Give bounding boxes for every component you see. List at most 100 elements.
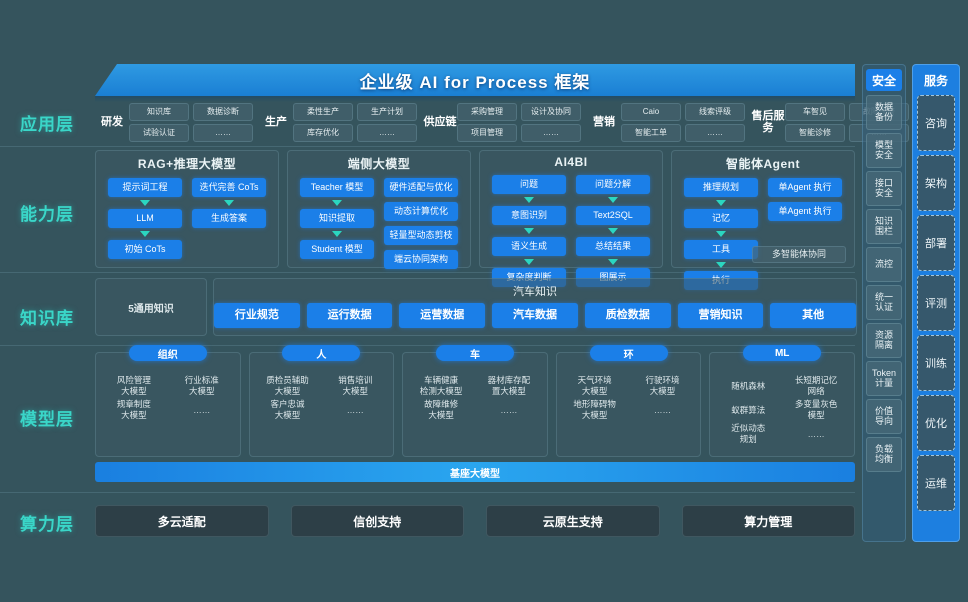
model-item[interactable]: 客户忠诚 大模型	[270, 399, 305, 420]
application-cell[interactable]: ……	[521, 123, 581, 142]
model-item[interactable]: 长短期记忆 网络	[794, 375, 838, 396]
application-cell[interactable]: Caio	[621, 102, 681, 121]
model-item[interactable]: 随机森林	[731, 380, 766, 391]
model-card-pill[interactable]: 组织	[128, 345, 207, 361]
capability-node[interactable]: Teacher 模型	[300, 178, 374, 197]
security-item[interactable]: 知识 围栏	[866, 209, 902, 244]
model-card-pill[interactable]: 人	[282, 345, 361, 361]
model-item[interactable]: ……	[653, 404, 671, 415]
application-cell[interactable]: ……	[357, 123, 417, 142]
application-cell[interactable]: 知识库	[129, 102, 189, 121]
application-cell[interactable]: ……	[193, 123, 253, 142]
service-item[interactable]: 运维	[917, 455, 955, 511]
capability-node[interactable]: 轻量型动态剪枝	[384, 226, 458, 245]
model-item[interactable]: 地形障碍物 大模型	[573, 399, 616, 420]
compute-item[interactable]: 信创支持	[290, 505, 464, 537]
security-item[interactable]: 负载 均衡	[866, 437, 902, 472]
model-item[interactable]: 规章制度 大模型	[116, 399, 151, 420]
capability-node[interactable]: 问题分解	[576, 175, 650, 194]
capability-node[interactable]: 动态计算优化	[384, 202, 458, 221]
service-item[interactable]: 评测	[917, 275, 955, 331]
application-cell[interactable]: 车智见	[785, 102, 845, 121]
capability-node[interactable]: 推理规划	[684, 178, 758, 197]
model-item[interactable]: 车辆健康 检测大模型	[419, 375, 463, 396]
application-cell[interactable]: 智能工单	[621, 123, 681, 142]
security-item[interactable]: 流控	[866, 247, 902, 282]
capability-node[interactable]: 语义生成	[492, 237, 566, 256]
application-cell[interactable]: ……	[685, 123, 745, 142]
application-cell[interactable]: 试验认证	[129, 123, 189, 142]
service-item[interactable]: 咨询	[917, 95, 955, 151]
compute-item[interactable]: 多云适配	[95, 505, 269, 537]
base-model-bar[interactable]: 基座大模型	[95, 462, 855, 482]
capability-node[interactable]: 生成答案	[192, 209, 266, 228]
application-cell[interactable]: 智能诊修	[785, 123, 845, 142]
application-cell[interactable]: 数据诊断	[193, 102, 253, 121]
compute-item[interactable]: 云原生支持	[486, 505, 660, 537]
model-card: 环天气环境 大模型 行驶环境 大模型地形障碍物 大模型 ……	[555, 345, 702, 457]
model-item[interactable]: 行业标准 大模型	[184, 375, 219, 396]
service-item[interactable]: 优化	[917, 395, 955, 451]
model-card-pill[interactable]: ML	[743, 345, 822, 361]
model-item[interactable]: ……	[346, 404, 364, 415]
compute-item[interactable]: 算力管理	[681, 505, 855, 537]
model-item[interactable]: ……	[500, 404, 518, 415]
service-item[interactable]: 架构	[917, 155, 955, 211]
application-cell[interactable]: 线索评级	[685, 102, 745, 121]
service-item[interactable]: 训练	[917, 335, 955, 391]
knowledge-chip[interactable]: 营销知识	[677, 303, 764, 328]
service-item[interactable]: 部署	[917, 215, 955, 271]
security-item[interactable]: 接口 安全	[866, 171, 902, 206]
capability-node[interactable]: 单Agent 执行	[768, 178, 842, 197]
model-card-pill[interactable]: 环	[589, 345, 668, 361]
model-item[interactable]: 器材库存配 置大模型	[487, 375, 531, 396]
capability-node[interactable]: Student 模型	[300, 240, 374, 259]
security-item[interactable]: 价值 导向	[866, 399, 902, 434]
model-item[interactable]: ……	[193, 404, 211, 415]
capability-node[interactable]: 意图识别	[492, 206, 566, 225]
model-item[interactable]: 风险管理 大模型	[116, 375, 151, 396]
knowledge-chip[interactable]: 质检数据	[584, 303, 671, 328]
capability-node[interactable]: 记忆	[684, 209, 758, 228]
service-rail-title: 服务	[923, 73, 948, 88]
knowledge-chip[interactable]: 其他	[770, 303, 857, 328]
capability-node[interactable]: 初始 CoTs	[108, 240, 182, 259]
application-cell[interactable]: 柔性生产	[293, 102, 353, 121]
knowledge-chip[interactable]: 汽车数据	[492, 303, 578, 328]
knowledge-chip[interactable]: 运营数据	[399, 303, 486, 328]
application-cell[interactable]: 采购管理	[457, 102, 517, 121]
model-item[interactable]: ……	[807, 428, 825, 439]
model-item[interactable]: 天气环境 大模型	[577, 375, 612, 396]
model-item[interactable]: 故障维修 大模型	[424, 399, 459, 420]
capability-node[interactable]: 知识提取	[300, 209, 374, 228]
capability-node[interactable]: 端云协同架构	[384, 250, 458, 269]
model-item[interactable]: 近似动态 规划	[731, 423, 766, 444]
security-item[interactable]: 资源 隔离	[866, 323, 902, 358]
application-cell[interactable]: 生产计划	[357, 102, 417, 121]
capability-node[interactable]: 总结结果	[576, 237, 650, 256]
knowledge-general-box[interactable]: 5通用知识	[95, 278, 207, 336]
capability-node[interactable]: 硬件适配与优化	[384, 178, 458, 197]
model-item[interactable]: 销售培训 大模型	[338, 375, 373, 396]
capability-node[interactable]: 单Agent 执行	[768, 202, 842, 221]
capability-node[interactable]: 提示词工程	[108, 178, 182, 197]
capability-node[interactable]: 工具	[684, 240, 758, 259]
application-cell[interactable]: 库存优化	[293, 123, 353, 142]
knowledge-chip[interactable]: 运行数据	[306, 303, 393, 328]
security-item[interactable]: 数据 备份	[866, 95, 902, 130]
model-item[interactable]: 行驶环境 大模型	[645, 375, 680, 396]
model-card-pill[interactable]: 车	[435, 345, 514, 361]
model-item[interactable]: 质检员辅助 大模型	[266, 375, 309, 396]
capability-node[interactable]: LLM	[108, 209, 182, 228]
model-item[interactable]: 多变量灰色 模型	[794, 399, 838, 420]
security-item[interactable]: 模型 安全	[866, 133, 902, 168]
knowledge-chip[interactable]: 行业规范	[214, 303, 300, 328]
capability-node[interactable]: 问题	[492, 175, 566, 194]
model-item[interactable]: 蚁群算法	[731, 404, 766, 415]
capability-node[interactable]: Text2SQL	[576, 206, 650, 225]
application-cell[interactable]: 设计及协同	[521, 102, 581, 121]
application-cell[interactable]: 项目管理	[457, 123, 517, 142]
security-item[interactable]: 统一 认证	[866, 285, 902, 320]
capability-node[interactable]: 迭代完善 CoTs	[192, 178, 266, 197]
security-item[interactable]: Token 计量	[866, 361, 902, 396]
